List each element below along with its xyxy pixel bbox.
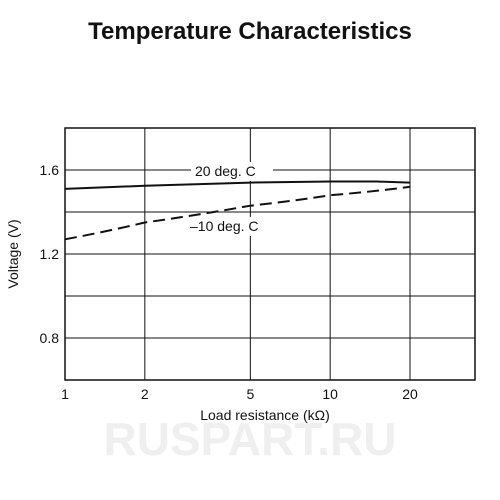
x-axis-label: Load resistance (kΩ) [200,407,330,423]
x-tick-label: 2 [141,386,149,402]
x-tick-label: 10 [322,386,338,402]
plot-frame [64,127,476,381]
y-tick-label: 1.2 [40,246,60,262]
y-tick-labels: 0.8 1.2 1.6 [40,162,60,346]
y-tick-label: 1.6 [40,162,60,178]
y-axis-label: Voltage (V) [5,219,21,288]
x-tick-label: 20 [402,386,418,402]
x-tick-label: 5 [246,386,254,402]
series-label-bg [186,217,268,236]
chart-title: Temperature Characteristics [88,18,412,45]
watermark-text: RUSPART.RU [103,413,396,465]
series-label-minus10c: –10 deg. C [190,218,259,234]
series-group: 20 deg. C –10 deg. C [64,162,411,241]
series-line-minus10c [64,185,411,241]
x-tick-label: 1 [61,386,69,402]
series-label-20c: 20 deg. C [195,163,256,179]
series-label-bg [191,162,273,181]
y-tick-label: 0.8 [40,330,60,346]
x-tick-labels: 1 2 5 10 20 [61,386,418,402]
grid-lines [64,128,475,380]
series-line-20c [64,180,411,190]
